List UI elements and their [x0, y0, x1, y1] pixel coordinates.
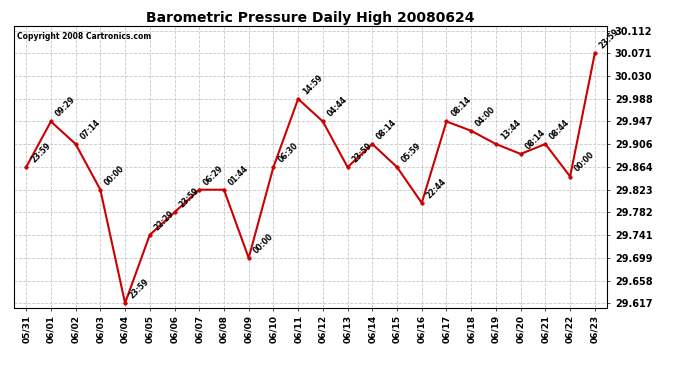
- Text: 00:00: 00:00: [251, 232, 275, 255]
- Text: 06:29: 06:29: [202, 164, 226, 187]
- Text: 13:44: 13:44: [499, 118, 522, 141]
- Text: 05:59: 05:59: [400, 141, 423, 164]
- Text: 23:59: 23:59: [128, 277, 151, 300]
- Text: 00:00: 00:00: [103, 164, 126, 187]
- Text: 09:29: 09:29: [54, 95, 77, 119]
- Text: 23:59: 23:59: [598, 27, 621, 51]
- Text: 23:59: 23:59: [177, 186, 201, 210]
- Text: Copyright 2008 Cartronics.com: Copyright 2008 Cartronics.com: [17, 32, 151, 41]
- Text: 01:44: 01:44: [227, 164, 250, 187]
- Text: 23:59: 23:59: [29, 141, 52, 164]
- Text: 06:30: 06:30: [276, 141, 299, 164]
- Text: 04:00: 04:00: [474, 105, 497, 128]
- Text: 22:29: 22:29: [152, 209, 176, 232]
- Text: 14:59: 14:59: [301, 73, 324, 96]
- Text: 04:44: 04:44: [326, 95, 349, 119]
- Text: 23:59: 23:59: [351, 141, 374, 164]
- Text: 08:14: 08:14: [524, 128, 547, 151]
- Text: 22:44: 22:44: [424, 177, 448, 200]
- Text: 07:14: 07:14: [79, 118, 102, 141]
- Text: 08:14: 08:14: [449, 95, 473, 119]
- Text: 08:14: 08:14: [375, 118, 399, 141]
- Text: 00:00: 00:00: [573, 150, 596, 174]
- Text: 08:44: 08:44: [548, 118, 572, 141]
- Title: Barometric Pressure Daily High 20080624: Barometric Pressure Daily High 20080624: [146, 11, 475, 25]
